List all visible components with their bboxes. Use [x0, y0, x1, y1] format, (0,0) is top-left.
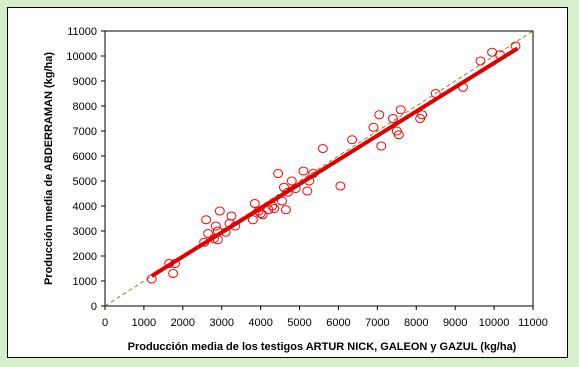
data-point — [347, 135, 358, 145]
y-tick-label: 2000 — [73, 251, 97, 263]
y-tick-label: 8000 — [73, 101, 97, 113]
plot-area-group — [104, 30, 534, 307]
data-point — [203, 229, 214, 238]
x-tick-label: 10000 — [479, 317, 510, 329]
data-point — [210, 221, 221, 231]
data-point — [335, 181, 346, 191]
data-point — [393, 130, 404, 140]
data-point — [395, 105, 406, 115]
data-point — [257, 210, 268, 220]
x-tick-label: 1000 — [132, 317, 156, 329]
y-tick-label: 4000 — [73, 201, 97, 213]
data-point — [214, 206, 225, 216]
data-point — [286, 176, 297, 186]
data-point — [368, 122, 379, 132]
data-point — [376, 141, 387, 151]
data-point — [247, 215, 258, 225]
y-tick-label: 5000 — [73, 176, 97, 188]
data-point — [417, 110, 428, 120]
x-axis-title: Producción media de los testigos ARTUR N… — [128, 341, 517, 353]
data-point — [317, 144, 328, 153]
y-tick-label: 3000 — [73, 226, 97, 238]
data-point — [273, 169, 284, 178]
x-tick-label: 9000 — [443, 317, 467, 329]
x-axis-ticks: 0 1000 2000 3000 4000 5000 6000 7000 8000 9000 100… — [102, 306, 548, 329]
x-tick-label: 8000 — [404, 317, 428, 329]
regression-line — [150, 46, 519, 278]
data-point — [280, 205, 291, 215]
y-axis-ticks: 0 1000 2000 3000 4000 5000 6000 7000 8000 9000 100… — [66, 26, 105, 313]
x-tick-label: 2000 — [171, 317, 195, 329]
data-point — [387, 114, 398, 123]
data-point — [168, 269, 179, 278]
x-tick-label: 6000 — [326, 317, 350, 329]
y-tick-label: 0 — [91, 301, 97, 313]
data-point — [226, 211, 237, 221]
x-tick-label: 4000 — [248, 317, 272, 329]
data-point — [475, 56, 486, 66]
data-point — [374, 110, 385, 120]
x-tick-label: 0 — [102, 317, 108, 329]
y-tick-label: 6000 — [73, 151, 97, 163]
data-point — [302, 186, 313, 196]
y-tick-label: 11000 — [67, 26, 97, 38]
data-point — [269, 204, 280, 213]
y-tick-label: 7000 — [73, 126, 97, 138]
data-point — [201, 215, 212, 225]
data-point — [278, 182, 289, 192]
y-axis-title: Producción media de ABDERRAMAN (kg/ha) — [43, 52, 55, 285]
y-tick-label: 10000 — [66, 51, 97, 63]
x-tick-label: 11000 — [518, 317, 548, 329]
x-tick-label: 5000 — [287, 317, 311, 329]
x-tick-label: 3000 — [209, 317, 233, 329]
y-tick-label: 9000 — [73, 76, 97, 88]
data-point — [249, 199, 260, 208]
data-point — [298, 166, 309, 176]
y-tick-label: 1000 — [73, 276, 97, 288]
x-tick-label: 7000 — [365, 317, 389, 329]
